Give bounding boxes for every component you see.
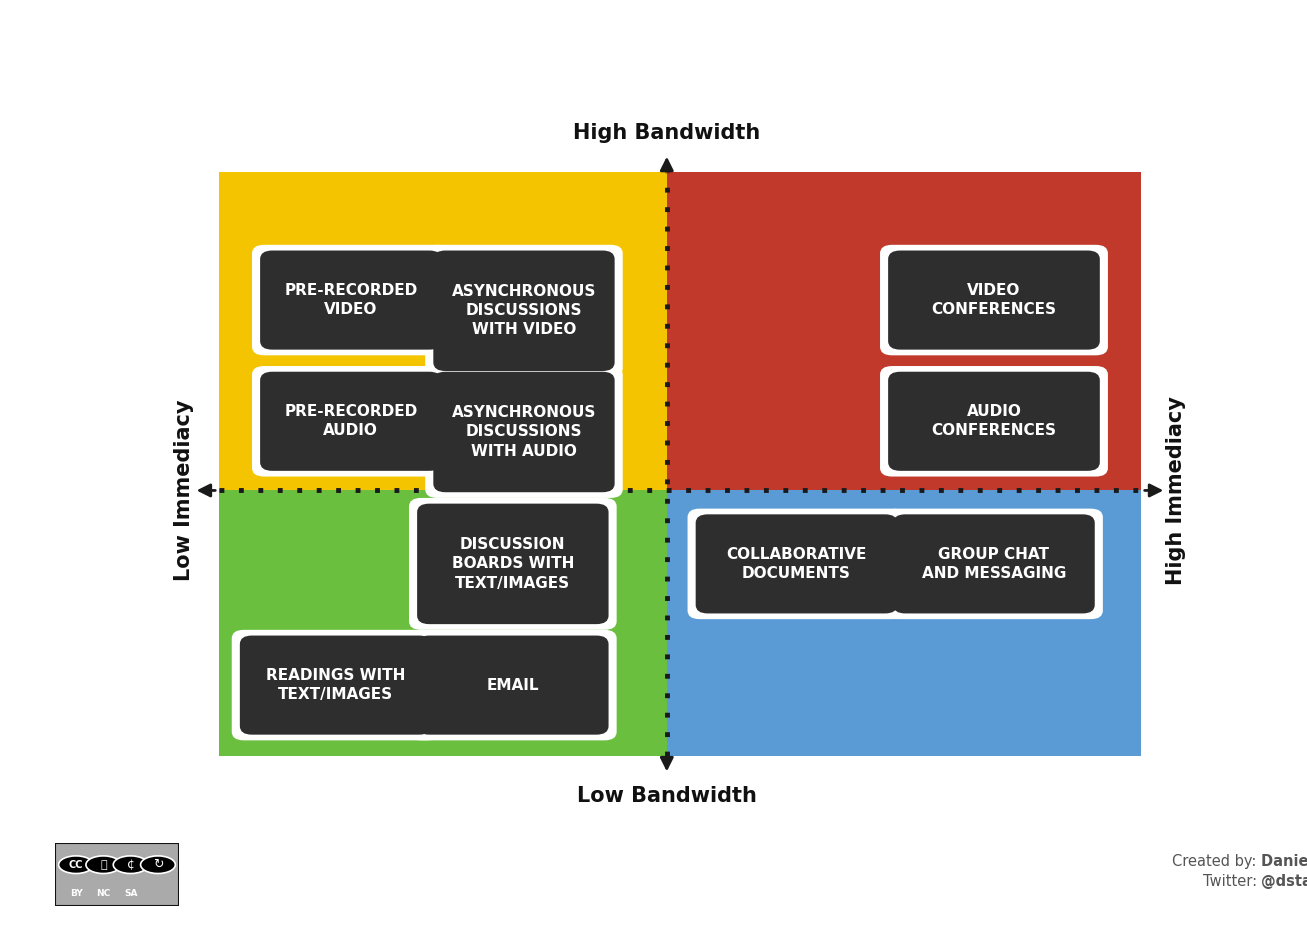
Text: ↻: ↻ — [153, 858, 163, 871]
Circle shape — [59, 856, 93, 873]
Circle shape — [86, 856, 120, 873]
Text: AUDIO
CONFERENCES: AUDIO CONFERENCES — [932, 404, 1056, 438]
Text: PRE-RECORDED
VIDEO: PRE-RECORDED VIDEO — [284, 283, 417, 318]
FancyBboxPatch shape — [260, 251, 442, 350]
Text: GROUP CHAT
AND MESSAGING: GROUP CHAT AND MESSAGING — [921, 546, 1067, 581]
Circle shape — [141, 856, 175, 873]
Text: EMAIL: EMAIL — [486, 678, 538, 693]
FancyBboxPatch shape — [434, 371, 614, 493]
FancyBboxPatch shape — [260, 371, 442, 470]
FancyBboxPatch shape — [695, 514, 897, 613]
FancyBboxPatch shape — [885, 508, 1103, 619]
Text: High Bandwidth: High Bandwidth — [574, 122, 761, 143]
Bar — [667, 171, 1141, 491]
Text: @dstanford: @dstanford — [1261, 874, 1307, 889]
Bar — [220, 491, 667, 757]
FancyBboxPatch shape — [880, 244, 1108, 356]
Text: COLLABORATIVE
DOCUMENTS: COLLABORATIVE DOCUMENTS — [727, 546, 867, 581]
FancyBboxPatch shape — [687, 508, 906, 619]
Text: High Immediacy: High Immediacy — [1166, 396, 1187, 585]
FancyBboxPatch shape — [434, 251, 614, 371]
Text: ASYNCHRONOUS
DISCUSSIONS
WITH AUDIO: ASYNCHRONOUS DISCUSSIONS WITH AUDIO — [452, 406, 596, 458]
Text: CC: CC — [69, 859, 84, 870]
Text: Daniel Stanford: Daniel Stanford — [1261, 854, 1307, 869]
Text: SA: SA — [124, 889, 137, 897]
FancyBboxPatch shape — [417, 504, 609, 624]
Text: VIDEO
CONFERENCES: VIDEO CONFERENCES — [932, 283, 1056, 318]
FancyBboxPatch shape — [425, 366, 622, 498]
Text: ¢: ¢ — [127, 858, 135, 871]
FancyBboxPatch shape — [252, 244, 450, 356]
FancyBboxPatch shape — [893, 514, 1095, 613]
FancyBboxPatch shape — [425, 244, 622, 377]
FancyBboxPatch shape — [240, 635, 431, 734]
Text: DISCUSSION
BOARDS WITH
TEXT/IMAGES: DISCUSSION BOARDS WITH TEXT/IMAGES — [452, 537, 574, 591]
FancyBboxPatch shape — [889, 251, 1099, 350]
Text: Twitter:: Twitter: — [1202, 874, 1261, 889]
Text: NC: NC — [97, 889, 111, 897]
FancyBboxPatch shape — [417, 635, 609, 734]
FancyBboxPatch shape — [889, 371, 1099, 470]
Text: READINGS WITH
TEXT/IMAGES: READINGS WITH TEXT/IMAGES — [265, 668, 405, 702]
Text: Low Immediacy: Low Immediacy — [174, 400, 193, 582]
Circle shape — [114, 856, 148, 873]
FancyBboxPatch shape — [409, 498, 617, 630]
Text: PRE-RECORDED
AUDIO: PRE-RECORDED AUDIO — [284, 404, 417, 438]
Text: ⓘ: ⓘ — [101, 859, 107, 870]
FancyBboxPatch shape — [252, 366, 450, 477]
Text: Created by:: Created by: — [1172, 854, 1261, 869]
Bar — [220, 171, 667, 491]
Text: Low Bandwidth: Low Bandwidth — [576, 785, 757, 806]
Text: BY: BY — [69, 889, 82, 897]
FancyBboxPatch shape — [409, 630, 617, 741]
FancyBboxPatch shape — [231, 630, 439, 741]
Bar — [667, 491, 1141, 757]
Text: ASYNCHRONOUS
DISCUSSIONS
WITH VIDEO: ASYNCHRONOUS DISCUSSIONS WITH VIDEO — [452, 284, 596, 337]
FancyBboxPatch shape — [880, 366, 1108, 477]
